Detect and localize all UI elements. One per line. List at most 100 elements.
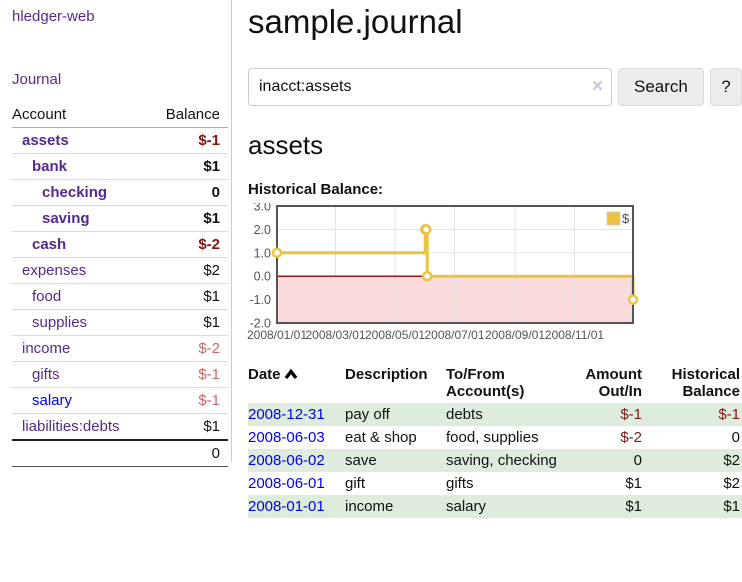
search-form: × Search ? [248, 68, 742, 107]
transaction-description: gift [345, 474, 366, 492]
search-button[interactable]: Search [618, 68, 704, 107]
register-table: Date Description To/From Account(s) Amou… [248, 363, 742, 518]
account-balance: $-1 [152, 127, 228, 154]
x-tick-label: 2008/07/01 [424, 328, 484, 342]
page-title: sample.journal [248, 3, 463, 40]
transaction-accounts: saving, checking [446, 451, 557, 469]
transaction-date-link[interactable]: 2008-01-01 [248, 497, 325, 515]
account-cell: cash [12, 231, 153, 258]
register-header-date[interactable]: Date [248, 363, 345, 403]
account-balance: $-1 [152, 387, 228, 414]
account-link[interactable]: income [22, 340, 71, 357]
account-cell: expenses [12, 257, 153, 284]
accounts-total-spacer [12, 439, 153, 467]
account-cell: salary [12, 387, 153, 414]
account-link[interactable]: saving [42, 210, 90, 227]
legend-swatch [606, 211, 621, 226]
account-balance: $-2 [152, 231, 228, 258]
account-row: supplies $1 [12, 309, 228, 336]
account-link[interactable]: assets [22, 132, 69, 149]
help-button[interactable]: ? [709, 68, 742, 107]
app-title-link[interactable]: hledger-web [12, 8, 95, 25]
transaction-accounts: food, supplies [446, 428, 539, 446]
transaction-accounts: gifts [446, 474, 474, 492]
account-row: assets $-1 [12, 127, 228, 154]
account-balance: $-1 [152, 361, 228, 388]
data-point-marker[interactable] [271, 247, 283, 258]
transaction-description: income [345, 497, 394, 515]
register-table-body: 2008-12-31 pay off debts $-1 $-1 2008-06-03 ea… [248, 402, 742, 518]
x-tick-label: 2008/05/01 [365, 328, 425, 342]
transaction-amount: $1 [625, 497, 642, 515]
transaction-date-link[interactable]: 2008-06-02 [248, 451, 325, 469]
account-balance: $1 [152, 153, 228, 180]
account-link[interactable]: gifts [32, 366, 60, 383]
transaction-date-cell: 2008-01-01 [248, 495, 345, 518]
sidebar: hledger-web Journal Account Balance asse… [0, 0, 232, 467]
account-link[interactable]: cash [32, 236, 67, 253]
transaction-balance: $-1 [718, 405, 740, 423]
transaction-amount: $-1 [620, 405, 642, 423]
journal-nav-link[interactable]: Journal [12, 71, 62, 88]
x-tick-label: 2008/11/01 [545, 328, 604, 342]
account-cell: assets [12, 127, 153, 154]
account-row: food $1 [12, 283, 228, 310]
transaction-date-cell: 2008-06-01 [248, 472, 345, 495]
y-tick-label: 2.0 [254, 223, 271, 237]
balance-chart[interactable]: $3.0 2.0 1.0 0.0 -1.0 -2.0 2008/01/01 2008/03/0… [244, 203, 644, 347]
transaction-balance: 0 [731, 428, 740, 446]
account-link[interactable]: expenses [22, 262, 87, 279]
transaction-date-link[interactable]: 2008-06-03 [248, 428, 325, 446]
sort-ascending-icon [284, 368, 297, 379]
x-tick-label: 2008/01/01 [247, 328, 307, 342]
accounts-total: 0 [152, 439, 228, 467]
account-row: bank $1 [12, 153, 228, 180]
x-tick-label: 2008/03/01 [305, 328, 365, 342]
data-point-marker[interactable] [627, 294, 639, 305]
y-tick-label: -2.0 [249, 316, 271, 330]
balance-chart-svg[interactable]: $3.0 2.0 1.0 0.0 -1.0 -2.02008/01/012008/03/0… [244, 203, 644, 347]
account-link[interactable]: liabilities:debts [22, 418, 120, 435]
app-window: hledger-web Journal Account Balance asse… [0, 0, 742, 518]
accounts-header-account: Account [12, 102, 153, 128]
account-balance: $1 [152, 283, 228, 310]
account-link[interactable]: bank [32, 158, 68, 175]
transaction-date-link[interactable]: 2008-06-01 [248, 474, 325, 492]
register-header-row: Date Description To/From Account(s) Amou… [248, 363, 742, 403]
account-link[interactable]: supplies [32, 314, 88, 331]
accounts-header-row: Account Balance [12, 102, 228, 128]
chart-title: Historical Balance: [248, 180, 384, 198]
account-link[interactable]: food [32, 288, 62, 305]
account-balance: $-2 [152, 335, 228, 362]
clear-search-icon[interactable]: × [591, 76, 603, 98]
data-point-marker[interactable] [421, 270, 433, 282]
accounts-total-row: 0 [12, 439, 228, 467]
transaction-balance: $2 [723, 451, 740, 469]
legend-label: $ [622, 211, 630, 226]
account-balance: $1 [152, 413, 228, 441]
account-balance: $2 [152, 257, 228, 284]
register-header-balance: Historical Balance [671, 365, 740, 400]
account-balance: 0 [152, 179, 228, 206]
transaction-row: 2008-06-01 gift gifts $1 $2 [248, 472, 742, 495]
search-input[interactable] [248, 68, 612, 107]
account-row: saving $1 [12, 205, 228, 232]
account-heading: assets [248, 130, 324, 161]
account-cell: bank [12, 153, 153, 180]
register-header-amount: Amount Out/In [585, 365, 642, 400]
transaction-description: pay off [345, 405, 390, 423]
account-row: income $-2 [12, 335, 228, 362]
accounts-header-balance: Balance [152, 102, 228, 128]
account-cell: income [12, 335, 153, 362]
transaction-date-link[interactable]: 2008-12-31 [248, 405, 325, 423]
account-cell: checking [12, 179, 153, 206]
account-link[interactable]: salary [32, 392, 73, 409]
account-row: salary $-1 [12, 387, 228, 414]
account-link[interactable]: checking [42, 184, 108, 201]
journal-nav: Journal [12, 71, 231, 88]
transaction-balance: $2 [723, 474, 740, 492]
data-point-marker[interactable] [420, 224, 432, 235]
transaction-row: 2008-12-31 pay off debts $-1 $-1 [248, 402, 742, 426]
accounts-table-body: assets $-1 bank $1 checking 0 saving $1 cash $-2 e… [12, 127, 228, 441]
y-tick-label: 0.0 [254, 270, 271, 284]
